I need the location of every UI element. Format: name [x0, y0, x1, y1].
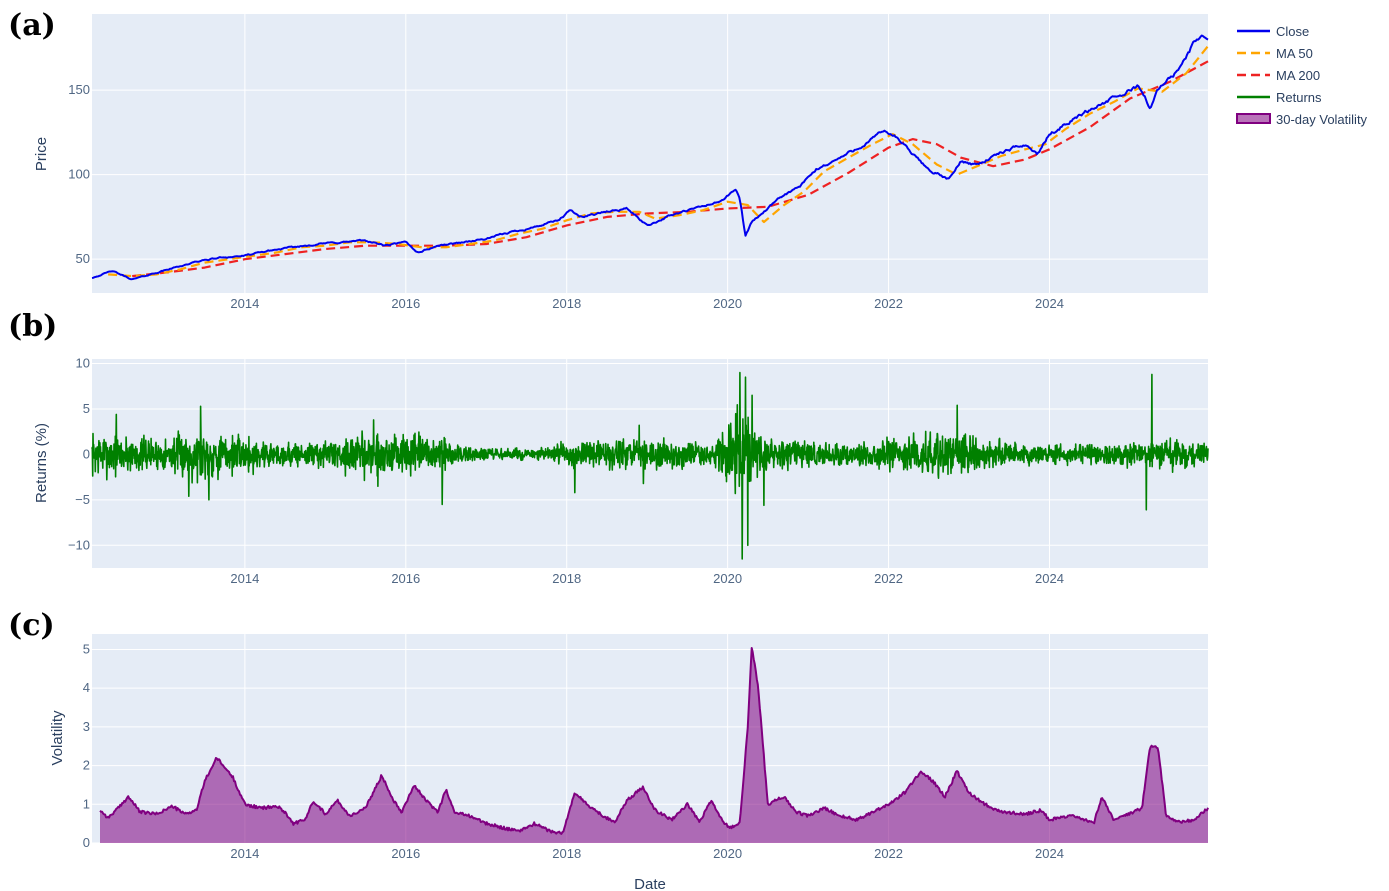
x-tick-label: 2022	[874, 571, 903, 586]
x-tick-label: 2020	[713, 846, 742, 861]
y-tick-label: 50	[76, 251, 90, 266]
panel-a-series	[91, 34, 1209, 281]
y-tick-label: 0	[83, 835, 90, 850]
x-tick-label: 2014	[230, 571, 259, 586]
legend-volatility-label: 30-day Volatility	[1276, 112, 1368, 127]
panel-a: (a) 2014 2016 2018 2020 2022 2024 50 100 150 Pri…	[8, 8, 1209, 311]
panel-a-label: (a)	[8, 8, 56, 43]
legend-item-volatility[interactable]: 30-day Volatility	[1236, 112, 1368, 127]
legend-returns-label: Returns	[1276, 90, 1322, 105]
series-line-ma-50	[108, 45, 1209, 278]
volatility-area-fill	[100, 648, 1208, 843]
panel-b-y-axis-title: Returns (%)	[33, 423, 50, 503]
x-tick-label: 2024	[1035, 846, 1064, 861]
x-tick-label: 2020	[713, 296, 742, 311]
y-tick-label: 150	[68, 82, 90, 97]
series-line-returns	[91, 371, 1209, 560]
legend-item-returns[interactable]: Returns	[1237, 90, 1322, 105]
y-tick-label: 0	[83, 446, 90, 461]
panel-a-plot-area	[92, 14, 1208, 293]
x-tick-label: 2020	[713, 571, 742, 586]
x-tick-label: 2022	[874, 296, 903, 311]
x-tick-label: 2024	[1035, 296, 1064, 311]
y-tick-label: 5	[83, 401, 90, 416]
y-tick-label: 4	[83, 680, 90, 695]
x-tick-label: 2024	[1035, 571, 1064, 586]
x-tick-label: 2022	[874, 846, 903, 861]
series-line-ma-200	[132, 60, 1209, 278]
legend-item-close[interactable]: Close	[1237, 24, 1309, 39]
series-line-close	[91, 34, 1209, 281]
legend-ma50-label: MA 50	[1276, 46, 1313, 61]
x-tick-label: 2014	[230, 846, 259, 861]
legend-item-ma50[interactable]: MA 50	[1237, 46, 1313, 61]
legend-ma200-label: MA 200	[1276, 68, 1320, 83]
panel-c-tick-labels: 2014 2016 2018 2020 2022 2024 0 1 2 3 4 5	[83, 641, 1064, 861]
y-tick-label: −5	[75, 492, 90, 507]
x-tick-label: 2016	[391, 296, 420, 311]
panel-c: (c) 2014 2016 2018 2020 2022 2024 0 1 2 3 4 5 Volat…	[8, 608, 1209, 891]
y-tick-label: 3	[83, 719, 90, 734]
x-tick-label: 2018	[552, 296, 581, 311]
y-tick-label: 10	[76, 356, 90, 371]
panel-b-series	[91, 371, 1209, 560]
series-line-volatility	[99, 647, 1209, 835]
y-tick-label: 5	[83, 641, 90, 656]
panel-c-series	[99, 647, 1209, 843]
x-tick-label: 2014	[230, 296, 259, 311]
panel-b: (b) 2014 2016 2018 2020 2022 2024 10 5 0 −5 −10 Re…	[8, 309, 1209, 586]
y-tick-label: 2	[83, 758, 90, 773]
panel-a-tick-labels: 2014 2016 2018 2020 2022 2024 50 100 150	[68, 82, 1064, 311]
panel-b-label: (b)	[8, 309, 57, 344]
panel-a-y-axis-title: Price	[33, 137, 50, 171]
y-tick-label: 1	[83, 796, 90, 811]
panel-c-label: (c)	[8, 608, 55, 643]
legend[interactable]: Close MA 50 MA 200 Returns 30-day Volati…	[1236, 24, 1368, 127]
x-tick-label: 2018	[552, 846, 581, 861]
x-tick-label: 2016	[391, 846, 420, 861]
y-tick-label: −10	[68, 537, 90, 552]
legend-close-label: Close	[1276, 24, 1309, 39]
panel-c-y-axis-title: Volatility	[49, 710, 66, 766]
legend-item-ma200[interactable]: MA 200	[1237, 68, 1320, 83]
panel-a-gridlines	[92, 14, 1208, 293]
panel-c-x-axis-title: Date	[634, 876, 666, 891]
x-tick-label: 2016	[391, 571, 420, 586]
legend-volatility-swatch	[1236, 113, 1271, 124]
x-tick-label: 2018	[552, 571, 581, 586]
y-tick-label: 100	[68, 167, 90, 182]
panel-b-tick-labels: 2014 2016 2018 2020 2022 2024 10 5 0 −5 −10	[68, 356, 1064, 586]
